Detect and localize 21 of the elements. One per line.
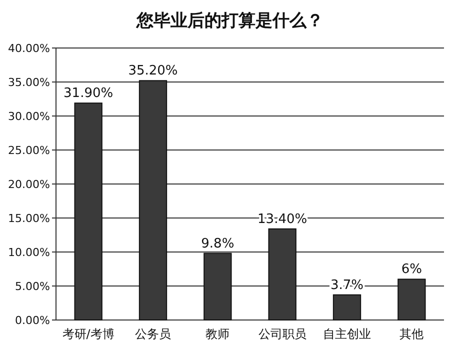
data-label: 6% — [401, 262, 422, 278]
y-tick-label: 10.00% — [8, 246, 50, 259]
y-tick-label: 0.00% — [15, 314, 50, 327]
y-tick-label: 20.00% — [8, 178, 50, 191]
x-tick-label: 自主创业 — [323, 327, 371, 341]
data-label: 35.20% — [128, 64, 178, 79]
x-tick-label: 公务员 — [135, 327, 171, 341]
y-tick-label: 30.00% — [8, 110, 50, 123]
x-tick-label: 公司职员 — [258, 327, 306, 341]
y-tick-label: 25.00% — [8, 144, 50, 157]
x-tick-label: 教师 — [206, 327, 230, 341]
chart-title: 您毕业后的打算是什么？ — [136, 11, 324, 31]
y-tick-label: 5.00% — [15, 280, 50, 293]
x-tick-label: 考研/考博 — [62, 327, 114, 341]
y-tick-label: 35.00% — [8, 76, 50, 89]
data-label: 9.8% — [201, 236, 234, 252]
x-tick-label: 其他 — [400, 327, 424, 341]
data-label: 31.90% — [64, 86, 114, 102]
y-tick-label: 15.00% — [8, 212, 50, 225]
bar — [332, 294, 362, 320]
y-tick-label: 40.00% — [8, 42, 50, 55]
